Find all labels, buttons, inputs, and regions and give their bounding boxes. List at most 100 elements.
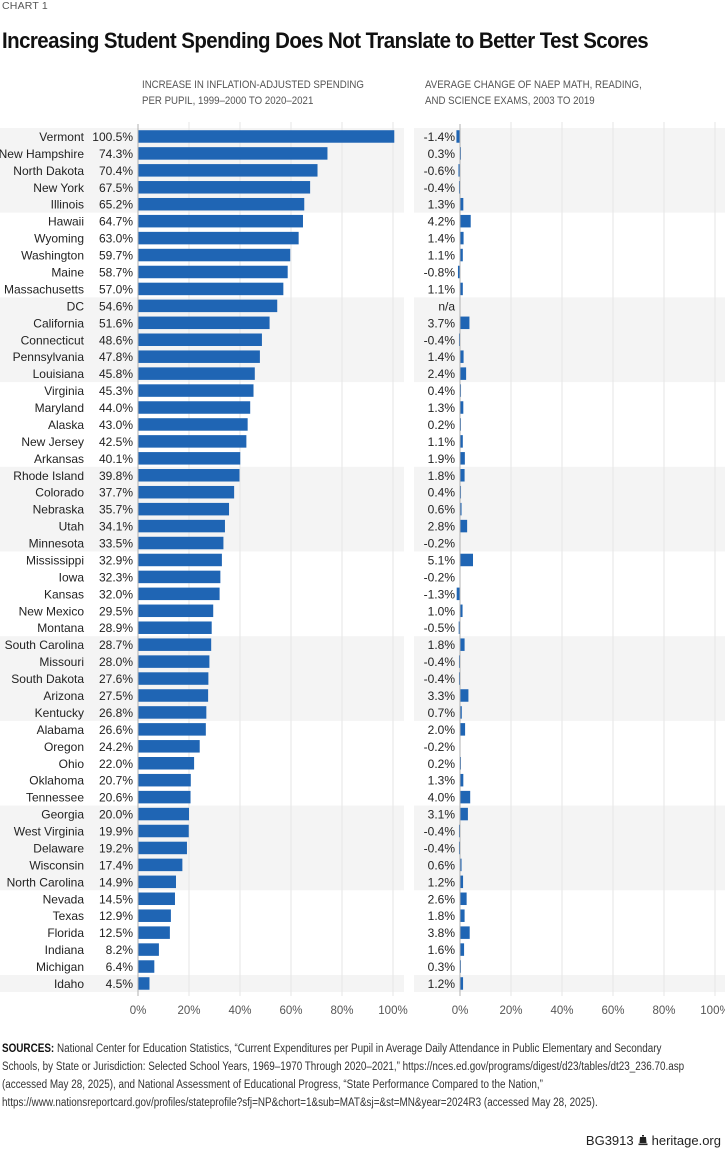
left-bar <box>138 960 155 973</box>
left-bar <box>138 689 209 702</box>
state-label: New York <box>33 181 85 195</box>
state-label: North Carolina <box>7 875 85 889</box>
left-value-label: 65.2% <box>99 198 133 212</box>
right-value-label: 2.4% <box>428 367 456 381</box>
right-x-tick-label: 40% <box>550 1005 573 1017</box>
left-bar <box>138 723 206 736</box>
left-bar <box>138 757 195 770</box>
left-value-label: 8.2% <box>106 943 134 957</box>
left-bar <box>138 452 241 465</box>
right-bar <box>460 367 467 380</box>
left-value-label: 58.7% <box>99 265 133 279</box>
left-value-label: 67.5% <box>99 181 133 195</box>
right-bar <box>460 214 471 228</box>
left-bar <box>138 130 395 143</box>
right-bar <box>460 926 470 939</box>
state-label: Nebraska <box>33 503 85 517</box>
left-bar <box>138 977 150 990</box>
right-value-label: 3.1% <box>428 808 456 822</box>
state-label: Colorado <box>35 486 84 500</box>
left-bar <box>138 909 171 922</box>
right-bar <box>460 316 470 330</box>
left-bar <box>138 299 278 313</box>
left-value-label: 27.6% <box>99 672 133 686</box>
left-value-label: 100.5% <box>92 130 133 144</box>
right-panel-title-line-1: AVERAGE CHANGE OF NAEP MATH, READING, <box>425 79 642 91</box>
right-value-label: n/a <box>438 299 455 313</box>
right-value-label: -1.3% <box>424 587 456 601</box>
left-bar <box>138 824 189 838</box>
state-label: Arizona <box>43 689 84 703</box>
left-value-label: 20.7% <box>99 774 133 788</box>
state-label: Arkansas <box>34 452 84 466</box>
left-bar <box>138 350 260 363</box>
left-bar <box>138 875 176 889</box>
left-value-label: 37.7% <box>99 486 133 500</box>
left-bar <box>138 282 284 296</box>
site-link[interactable]: heritage.org <box>651 1133 721 1148</box>
state-label: Alabama <box>37 723 85 737</box>
state-label: Montana <box>37 621 84 635</box>
left-bar <box>138 655 210 668</box>
state-label: Delaware <box>33 841 84 855</box>
right-bar <box>460 350 464 363</box>
right-bar <box>458 181 460 194</box>
right-bar <box>460 943 465 956</box>
state-label: Missouri <box>39 655 84 669</box>
state-label: Maryland <box>35 401 84 415</box>
right-value-label: 5.1% <box>428 553 456 567</box>
footer: BG3913 heritage.org <box>586 1133 721 1148</box>
right-x-tick-label: 100% <box>700 1005 725 1017</box>
left-bar <box>138 147 328 160</box>
left-value-label: 19.9% <box>99 825 133 839</box>
right-value-label: 0.6% <box>428 858 456 872</box>
left-value-label: 42.5% <box>99 435 133 449</box>
right-bar <box>460 773 464 787</box>
left-bar <box>138 435 247 448</box>
state-label: Nevada <box>43 892 85 906</box>
right-value-label: 0.7% <box>428 706 456 720</box>
right-value-label: -0.4% <box>424 841 456 855</box>
state-label: Louisiana <box>33 367 85 381</box>
right-value-label: 0.6% <box>428 503 456 517</box>
left-bar <box>138 621 212 634</box>
left-bar <box>138 401 251 414</box>
right-value-label: 1.8% <box>428 469 456 483</box>
right-value-label: 1.1% <box>428 435 456 449</box>
row-band-right <box>414 466 725 552</box>
left-value-label: 32.9% <box>99 553 133 567</box>
right-bar <box>458 164 460 177</box>
left-value-label: 28.7% <box>99 638 133 652</box>
right-bar <box>460 435 463 448</box>
left-bar <box>138 214 303 228</box>
right-bar <box>460 858 462 872</box>
right-bar <box>458 621 460 634</box>
left-value-label: 22.0% <box>99 757 133 771</box>
left-bar <box>138 265 288 279</box>
state-label: Connecticut <box>21 333 85 347</box>
state-label: Kentucky <box>35 706 84 720</box>
left-bar <box>138 892 175 906</box>
right-bar <box>460 452 465 465</box>
left-value-label: 39.8% <box>99 469 133 483</box>
right-value-label: -0.2% <box>424 570 456 584</box>
right-x-tick-label: 80% <box>652 1005 675 1017</box>
right-value-label: 0.4% <box>428 486 456 500</box>
right-panel-title: AVERAGE CHANGE OF NAEP MATH, READING, AN… <box>425 77 642 109</box>
left-value-label: 14.5% <box>99 892 133 906</box>
left-x-tick-label: 0% <box>130 1005 147 1017</box>
left-bar <box>138 773 191 787</box>
state-label: Idaho <box>54 977 84 991</box>
right-bar <box>460 875 464 889</box>
right-value-label: -0.4% <box>424 655 456 669</box>
left-value-label: 57.0% <box>99 282 133 296</box>
right-value-label: 0.3% <box>428 960 456 974</box>
right-panel-title-line-2: AND SCIENCE EXAMS, 2003 TO 2019 <box>425 95 595 107</box>
left-bar <box>138 333 262 346</box>
left-bar <box>138 485 235 499</box>
left-value-label: 47.8% <box>99 350 133 364</box>
left-bar <box>138 570 221 584</box>
right-bar <box>460 469 465 482</box>
right-bar <box>460 248 463 262</box>
state-label: Wisconsin <box>29 858 84 872</box>
